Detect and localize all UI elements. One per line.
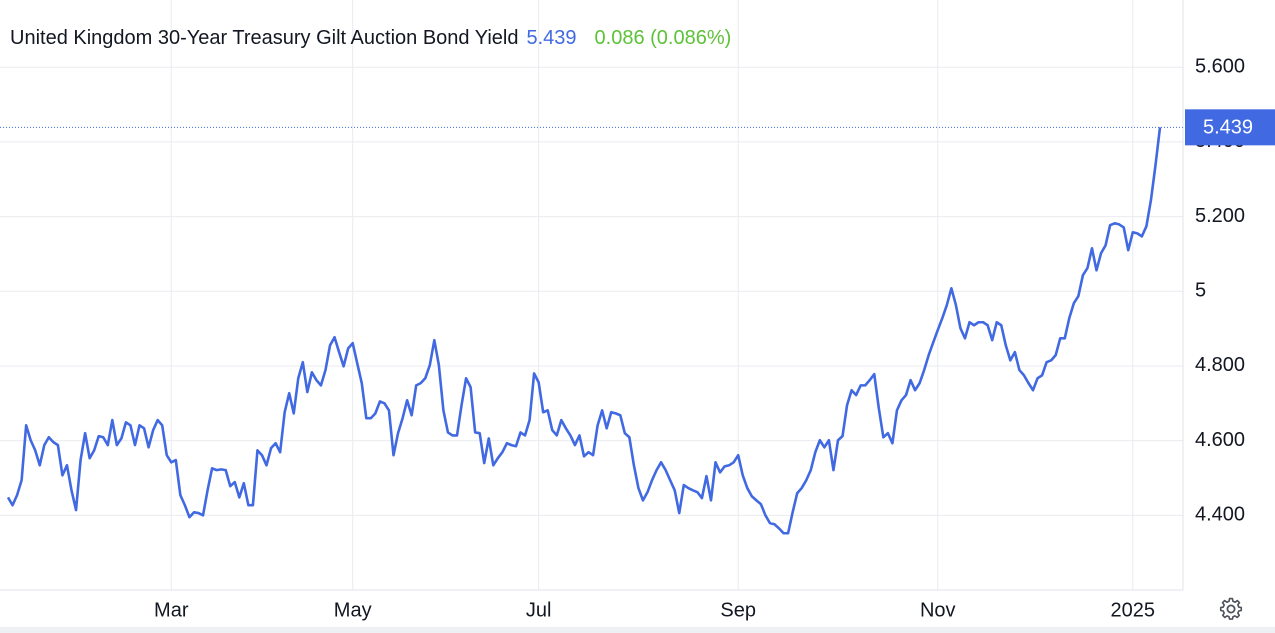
x-tick-label: May — [334, 599, 372, 621]
last-value: 5.439 — [526, 27, 576, 49]
x-tick-label: Nov — [920, 599, 956, 621]
yield-line — [6, 127, 1162, 535]
settings-icon[interactable] — [1219, 597, 1243, 620]
plot — [0, 126, 1183, 535]
settings-icon-hub[interactable] — [1226, 604, 1236, 614]
y-tick-label: 5 — [1195, 280, 1206, 302]
last-value-badge — [1185, 109, 1275, 146]
settings-bg[interactable] — [1219, 597, 1243, 621]
labels: 4.4004.6004.80055.2005.4005.600MarMayJul… — [154, 55, 1275, 621]
y-tick-label: 5.600 — [1195, 55, 1245, 77]
x-tick-label: 2025 — [1111, 599, 1156, 621]
x-tick-label: Jul — [526, 599, 552, 621]
chart-header: United Kingdom 30-Year Treasury Gilt Auc… — [10, 27, 731, 49]
y-tick-label: 5.200 — [1195, 205, 1245, 227]
grid — [0, 0, 1183, 590]
chart-title: United Kingdom 30-Year Treasury Gilt Auc… — [10, 27, 518, 49]
settings-button[interactable] — [1219, 597, 1243, 621]
x-tick-label: Mar — [154, 599, 189, 621]
footer-strip — [0, 627, 1275, 633]
last-value-badge-label: 5.439 — [1203, 117, 1253, 139]
y-tick-label: 4.400 — [1195, 504, 1245, 526]
y-tick-label: 4.800 — [1195, 354, 1245, 376]
change: 0.086 (0.086%) — [595, 27, 732, 49]
y-tick-label: 4.600 — [1195, 429, 1245, 451]
x-tick-label: Sep — [720, 599, 756, 621]
